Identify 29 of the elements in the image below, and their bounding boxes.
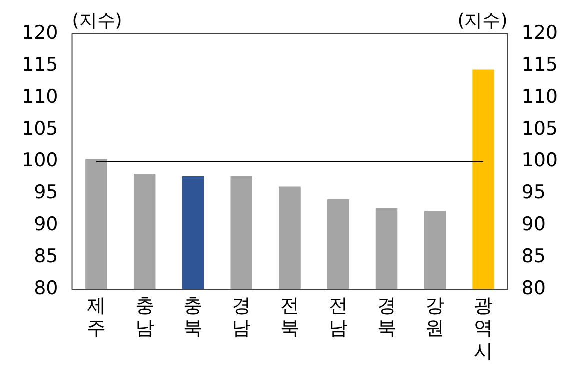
- x-tick-label: 전남: [328, 294, 348, 340]
- y2-tick-label: 120: [522, 22, 558, 44]
- y-tick-label: 100: [22, 150, 58, 172]
- y2-tick-label: 85: [522, 246, 546, 268]
- y2-tick-label: 115: [522, 54, 558, 76]
- y-tick-label: 85: [34, 246, 58, 268]
- x-tick-label: 경남: [232, 294, 252, 340]
- y2-tick-label: 110: [522, 86, 558, 108]
- y-tick-label: 120: [22, 22, 58, 44]
- x-tick-label: 충북: [184, 294, 203, 340]
- y2-tick-label: 95: [522, 182, 546, 204]
- x-tick-label: 충남: [135, 294, 154, 340]
- y-tick-label: 80: [34, 278, 58, 300]
- y-tick-label: 95: [34, 182, 58, 204]
- y2-tick-label: 105: [522, 118, 558, 140]
- y-tick-label: 105: [22, 118, 58, 140]
- y2-tick-label: 80: [522, 278, 546, 300]
- y-tick-label: 115: [22, 54, 58, 76]
- y-tick-label: 90: [34, 214, 58, 236]
- y-axis-title: (지수): [72, 10, 122, 32]
- y2-axis-title: (지수): [458, 10, 508, 32]
- x-tick-label: 경북: [377, 294, 396, 340]
- y2-tick-label: 100: [522, 150, 558, 172]
- y-tick-label: 110: [22, 86, 58, 108]
- x-tick-label: 광역시: [474, 294, 494, 363]
- x-tick-label: 강원: [426, 294, 445, 340]
- y2-tick-label: 90: [522, 214, 546, 236]
- x-tick-label: 제주: [86, 294, 106, 340]
- x-tick-label: 전북: [280, 294, 300, 340]
